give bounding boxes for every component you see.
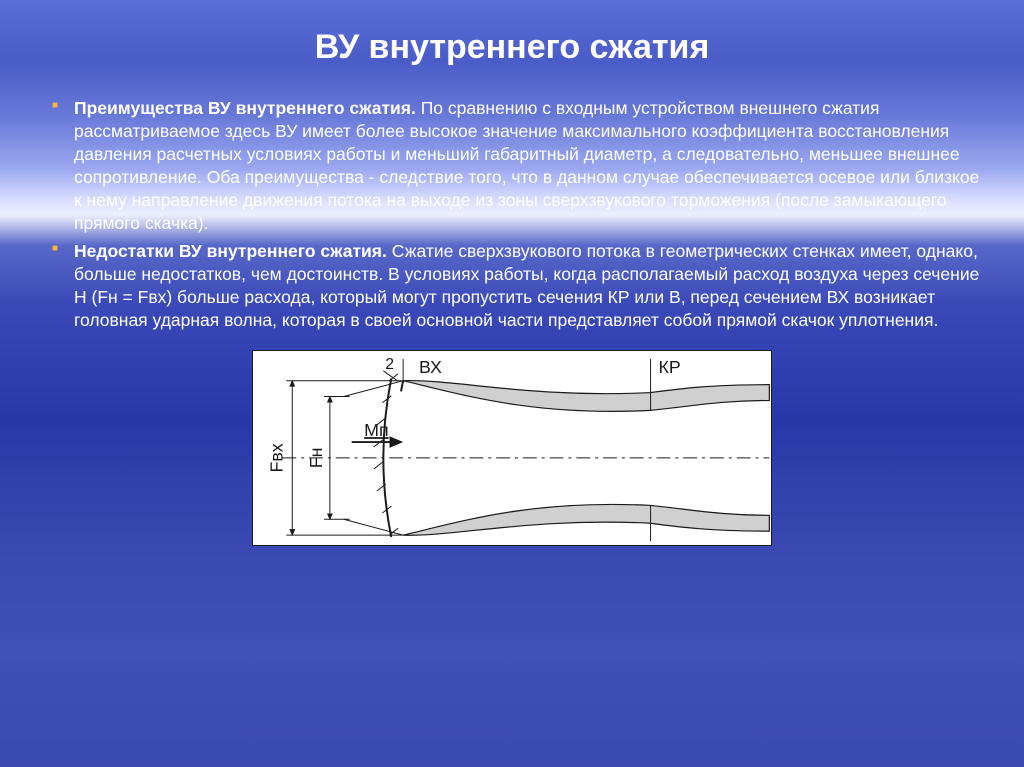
bullet-text: По сравнению с входным устройством внешн… [74,98,979,233]
svg-text:Fвх: Fвх [266,443,286,472]
bullet-list: Преимущества ВУ внутреннего сжатия. По с… [44,97,980,332]
bullet-item: Преимущества ВУ внутреннего сжатия. По с… [44,97,980,236]
slide-title: ВУ внутреннего сжатия [0,0,1024,67]
inlet-cross-section-diagram: Mп ВХ 2 КР Fн Fвх [252,350,772,546]
slide-body: Преимущества ВУ внутреннего сжатия. По с… [0,67,1024,332]
svg-text:КР: КР [658,357,680,377]
bullet-lead: Недостатки ВУ внутреннего сжатия. [74,241,387,261]
svg-text:Mп: Mп [364,420,388,440]
svg-text:Fн: Fн [306,447,326,468]
diagram-container: Mп ВХ 2 КР Fн Fвх [0,350,1024,551]
svg-text:ВХ: ВХ [419,357,442,377]
bullet-lead: Преимущества ВУ внутреннего сжатия. [74,98,416,118]
bullet-item: Недостатки ВУ внутреннего сжатия. Сжатие… [44,240,980,332]
svg-text:2: 2 [385,356,394,373]
